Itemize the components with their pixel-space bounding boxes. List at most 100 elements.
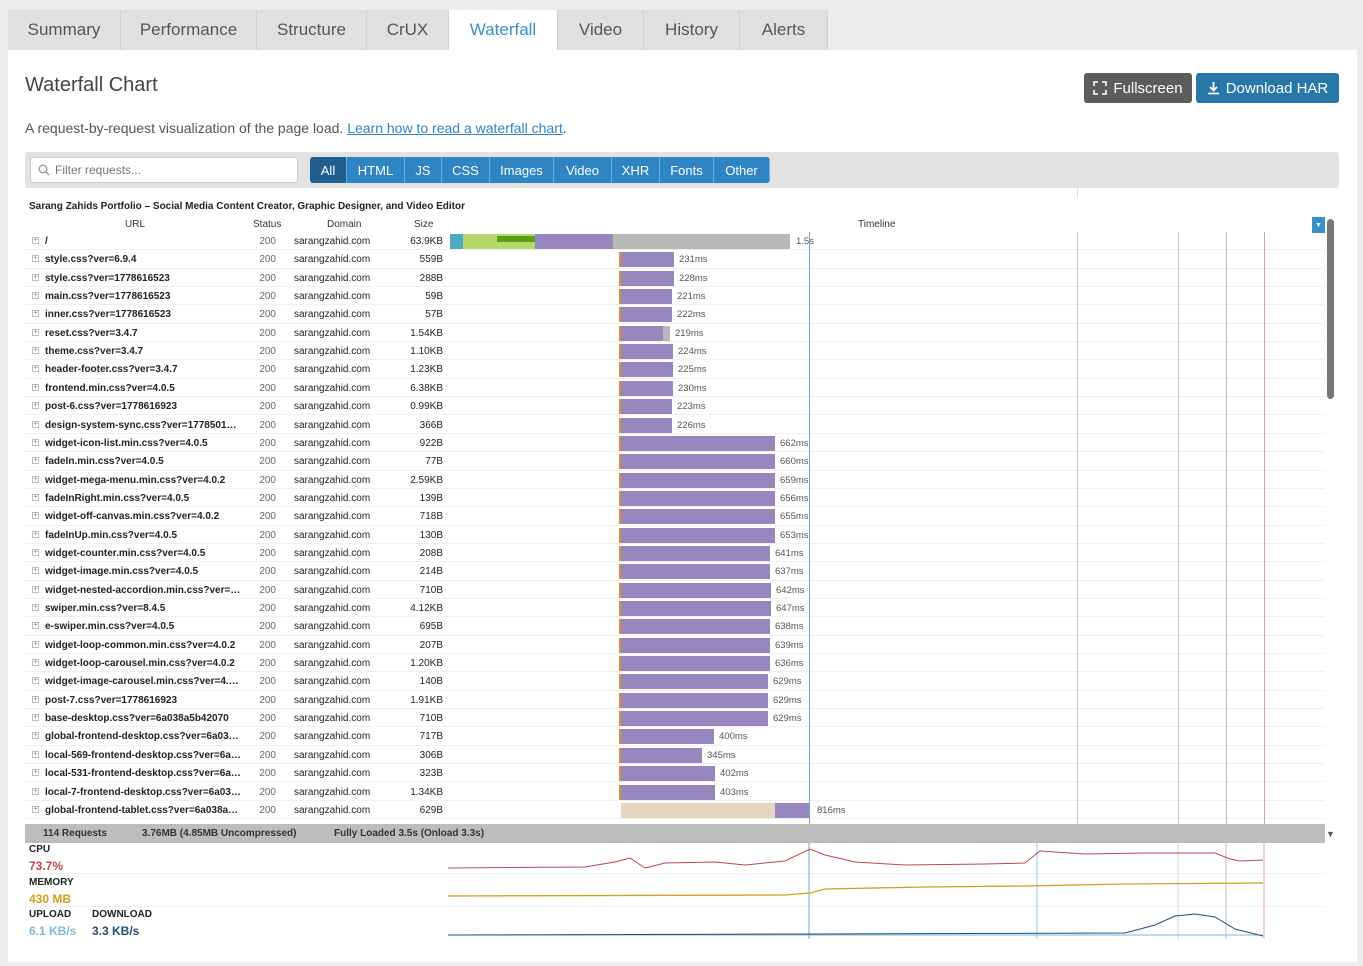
column-status[interactable]: Status bbox=[253, 219, 282, 230]
column-size[interactable]: Size bbox=[414, 219, 434, 230]
table-row[interactable]: + fadeInRight.min.css?ver=4.0.5 200 sarangz… bbox=[25, 489, 1325, 508]
table-row[interactable]: + global-frontend-desktop.css?ver=6a03… 20… bbox=[25, 727, 1325, 746]
expand-icon[interactable]: + bbox=[32, 622, 39, 630]
expand-icon[interactable]: + bbox=[32, 383, 39, 391]
column-timeline[interactable]: Timeline bbox=[858, 219, 896, 230]
expand-icon[interactable]: + bbox=[32, 475, 39, 483]
tab-waterfall[interactable]: Waterfall bbox=[449, 10, 558, 50]
table-row[interactable]: + main.css?ver=1778616523 200 sarangzahid.c… bbox=[25, 287, 1325, 306]
download-har-button[interactable]: Download HAR bbox=[1196, 73, 1339, 103]
expand-icon[interactable]: + bbox=[32, 585, 39, 593]
tab-performance[interactable]: Performance bbox=[121, 10, 257, 50]
expand-icon[interactable]: + bbox=[32, 677, 39, 685]
table-row[interactable]: + widget-image.min.css?ver=4.0.5 200 sarang… bbox=[25, 562, 1325, 581]
expand-icon[interactable]: + bbox=[32, 457, 39, 465]
request-domain: sarangzahid.com bbox=[294, 804, 371, 816]
tab-structure[interactable]: Structure bbox=[257, 10, 367, 50]
scrollbar-thumb[interactable] bbox=[1327, 219, 1334, 399]
table-row[interactable]: + post-7.css?ver=1778616923 200 sarangzahid… bbox=[25, 691, 1325, 710]
expand-icon[interactable]: + bbox=[32, 732, 39, 740]
expand-icon[interactable]: + bbox=[32, 659, 39, 667]
expand-icon[interactable]: + bbox=[32, 292, 39, 300]
table-row[interactable]: + local-569-frontend-desktop.css?ver=6a… 2… bbox=[25, 746, 1325, 765]
table-row[interactable]: + widget-counter.min.css?ver=4.0.5 200 sara… bbox=[25, 544, 1325, 563]
filter-other-button[interactable]: Other bbox=[714, 157, 770, 183]
expand-icon[interactable]: + bbox=[32, 328, 39, 336]
table-row[interactable]: + widget-image-carousel.min.css?ver=4.… 20… bbox=[25, 672, 1325, 691]
filter-js-button[interactable]: JS bbox=[405, 157, 442, 183]
table-row[interactable]: + base-desktop.css?ver=6a038a5b42070 200 sa… bbox=[25, 709, 1325, 728]
expand-icon[interactable]: + bbox=[32, 530, 39, 538]
table-row[interactable]: + style.css?ver=1778616523 200 sarangzahid.… bbox=[25, 269, 1325, 288]
table-row[interactable]: + header-footer.css?ver=3.4.7 200 sarangzah… bbox=[25, 360, 1325, 379]
expand-icon[interactable]: + bbox=[32, 237, 39, 244]
timing-bar bbox=[619, 362, 621, 378]
expand-icon[interactable]: + bbox=[32, 695, 39, 703]
table-row[interactable]: + widget-loop-carousel.min.css?ver=4.0.2 2… bbox=[25, 654, 1325, 673]
filter-css-button[interactable]: CSS bbox=[442, 157, 490, 183]
table-row[interactable]: + frontend.min.css?ver=4.0.5 200 sarangzahi… bbox=[25, 379, 1325, 398]
table-row[interactable]: + / 200 sarangzahid.com 63.9KB 1.5s bbox=[25, 232, 1325, 251]
scroll-down-icon[interactable]: ▼ bbox=[1326, 829, 1335, 839]
expand-icon[interactable]: + bbox=[32, 438, 39, 446]
tab-alerts[interactable]: Alerts bbox=[740, 10, 828, 50]
tab-history[interactable]: History bbox=[644, 10, 740, 50]
tab-summary[interactable]: Summary bbox=[8, 10, 121, 50]
tab-crux[interactable]: CrUX bbox=[367, 10, 449, 50]
expand-icon[interactable]: + bbox=[32, 714, 39, 722]
filter-xhr-button[interactable]: XHR bbox=[612, 157, 660, 183]
table-row[interactable]: + widget-loop-common.min.css?ver=4.0.2 200… bbox=[25, 636, 1325, 655]
expand-icon[interactable]: + bbox=[32, 255, 39, 263]
expand-icon[interactable]: + bbox=[32, 402, 39, 410]
expand-icon[interactable]: + bbox=[32, 567, 39, 575]
expand-icon[interactable]: + bbox=[32, 604, 39, 611]
timing-bar bbox=[619, 270, 621, 286]
table-row[interactable]: + inner.css?ver=1778616523 200 sarangzahid.… bbox=[25, 305, 1325, 324]
expand-icon[interactable]: + bbox=[32, 548, 39, 556]
expand-icon[interactable]: + bbox=[32, 493, 39, 501]
filter-images-button[interactable]: Images bbox=[490, 157, 554, 183]
performance-graph bbox=[447, 843, 1265, 939]
column-domain[interactable]: Domain bbox=[327, 219, 362, 230]
filter-video-button[interactable]: Video bbox=[554, 157, 612, 183]
filter-requests-input[interactable] bbox=[55, 161, 293, 179]
table-row[interactable]: + style.css?ver=6.9.4 200 sarangzahid.com 55… bbox=[25, 250, 1325, 269]
tab-video[interactable]: Video bbox=[558, 10, 644, 50]
table-row[interactable]: + local-7-frontend-desktop.css?ver=6a03… 2… bbox=[25, 783, 1325, 801]
expand-icon[interactable]: + bbox=[32, 750, 39, 758]
table-row[interactable]: + local-531-frontend-desktop.css?ver=6a… 2… bbox=[25, 764, 1325, 783]
column-url[interactable]: URL bbox=[125, 219, 146, 230]
table-row[interactable]: + post-6.css?ver=1778616923 200 sarangzahid… bbox=[25, 397, 1325, 416]
table-row[interactable]: + widget-mega-menu.min.css?ver=4.0.2 200 sa… bbox=[25, 471, 1325, 489]
table-row[interactable]: + widget-off-canvas.min.css?ver=4.0.2 200 s… bbox=[25, 507, 1325, 526]
table-row[interactable]: + design-system-sync.css?ver=1778501… 200 s… bbox=[25, 416, 1325, 434]
table-row[interactable]: + e-swiper.min.css?ver=4.0.5 200 sarangzahi… bbox=[25, 617, 1325, 636]
expand-icon[interactable]: + bbox=[32, 512, 39, 520]
fullscreen-button[interactable]: Fullscreen bbox=[1084, 73, 1192, 103]
expand-icon[interactable]: + bbox=[32, 769, 39, 777]
expand-icon[interactable]: + bbox=[32, 420, 39, 428]
expand-icon[interactable]: + bbox=[32, 310, 39, 318]
expand-icon[interactable]: + bbox=[32, 273, 39, 281]
table-row[interactable]: + reset.css?ver=3.4.7 200 sarangzahid.com 1.… bbox=[25, 324, 1325, 343]
table-row[interactable]: + widget-icon-list.min.css?ver=4.0.5 200 sa… bbox=[25, 434, 1325, 453]
expand-icon[interactable]: + bbox=[32, 787, 39, 795]
learn-waterfall-link[interactable]: Learn how to read a waterfall chart bbox=[347, 120, 563, 136]
waterfall-scrollbar[interactable] bbox=[1326, 216, 1336, 826]
request-time: 230ms bbox=[678, 382, 707, 394]
expand-icon[interactable]: + bbox=[32, 640, 39, 648]
table-row[interactable]: + widget-nested-accordion.min.css?ver=… 20… bbox=[25, 581, 1325, 599]
timing-bar bbox=[619, 509, 621, 525]
expand-icon[interactable]: + bbox=[32, 805, 39, 813]
filter-all-button[interactable]: All bbox=[310, 157, 347, 183]
expand-icon[interactable]: + bbox=[32, 365, 39, 373]
table-row[interactable]: + fadeIn.min.css?ver=4.0.5 200 sarangzahid.… bbox=[25, 452, 1325, 471]
table-row[interactable]: + fadeInUp.min.css?ver=4.0.5 200 sarangzahi… bbox=[25, 526, 1325, 544]
filter-html-button[interactable]: HTML bbox=[347, 157, 405, 183]
table-row[interactable]: + theme.css?ver=3.4.7 200 sarangzahid.com 1.… bbox=[25, 342, 1325, 361]
filter-fonts-button[interactable]: Fonts bbox=[660, 157, 714, 183]
table-row[interactable]: + swiper.min.css?ver=8.4.5 200 sarangzahid.… bbox=[25, 599, 1325, 618]
expand-icon[interactable]: + bbox=[32, 347, 39, 355]
chevron-down-icon[interactable]: ▼ bbox=[1312, 217, 1325, 233]
table-row[interactable]: + global-frontend-tablet.css?ver=6a038a… 2… bbox=[25, 801, 1325, 820]
